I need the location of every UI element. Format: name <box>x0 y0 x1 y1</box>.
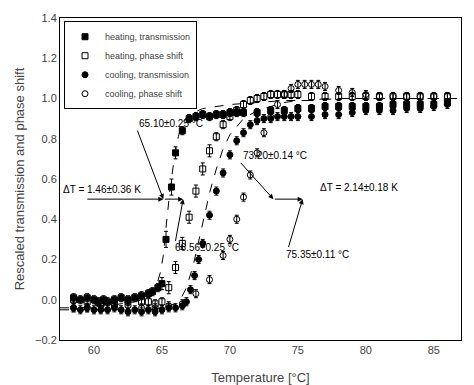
svg-text:0.0: 0.0 <box>42 294 57 306</box>
svg-text:75: 75 <box>292 344 304 356</box>
svg-text:1.2: 1.2 <box>42 52 57 64</box>
svg-text:Temperature [°C]: Temperature [°C] <box>211 370 309 385</box>
svg-text:−0.2: −0.2 <box>35 334 57 346</box>
svg-text:ΔT = 2.14±0.18 K: ΔT = 2.14±0.18 K <box>320 182 398 193</box>
svg-text:66.56±0.25 °C: 66.56±0.25 °C <box>175 242 239 253</box>
svg-text:0.6: 0.6 <box>42 173 57 185</box>
svg-text:80: 80 <box>360 344 372 356</box>
svg-text:cooling, phase shift: cooling, phase shift <box>105 89 183 99</box>
svg-text:1.0: 1.0 <box>42 92 57 104</box>
svg-text:0.4: 0.4 <box>42 213 57 225</box>
svg-text:75.35±0.11 °C: 75.35±0.11 °C <box>286 249 349 260</box>
svg-text:0.8: 0.8 <box>42 133 57 145</box>
svg-text:heating, phase shift: heating, phase shift <box>105 51 184 61</box>
svg-text:0.2: 0.2 <box>42 253 57 265</box>
svg-text:65: 65 <box>156 344 168 356</box>
svg-text:65.10±0.25 °C: 65.10±0.25 °C <box>139 118 203 129</box>
svg-text:heating, transmission: heating, transmission <box>105 32 190 42</box>
svg-text:73.20±0.14 °C: 73.20±0.14 °C <box>243 150 307 161</box>
svg-text:ΔT = 1.46±0.36 K: ΔT = 1.46±0.36 K <box>63 184 141 195</box>
svg-text:85: 85 <box>428 344 440 356</box>
svg-text:cooling, transmission: cooling, transmission <box>105 70 189 80</box>
svg-text:70: 70 <box>224 344 236 356</box>
svg-text:Rescaled transmission and phas: Rescaled transmission and phase shift <box>12 67 27 290</box>
svg-text:60: 60 <box>88 344 100 356</box>
svg-text:1.4: 1.4 <box>42 12 57 24</box>
